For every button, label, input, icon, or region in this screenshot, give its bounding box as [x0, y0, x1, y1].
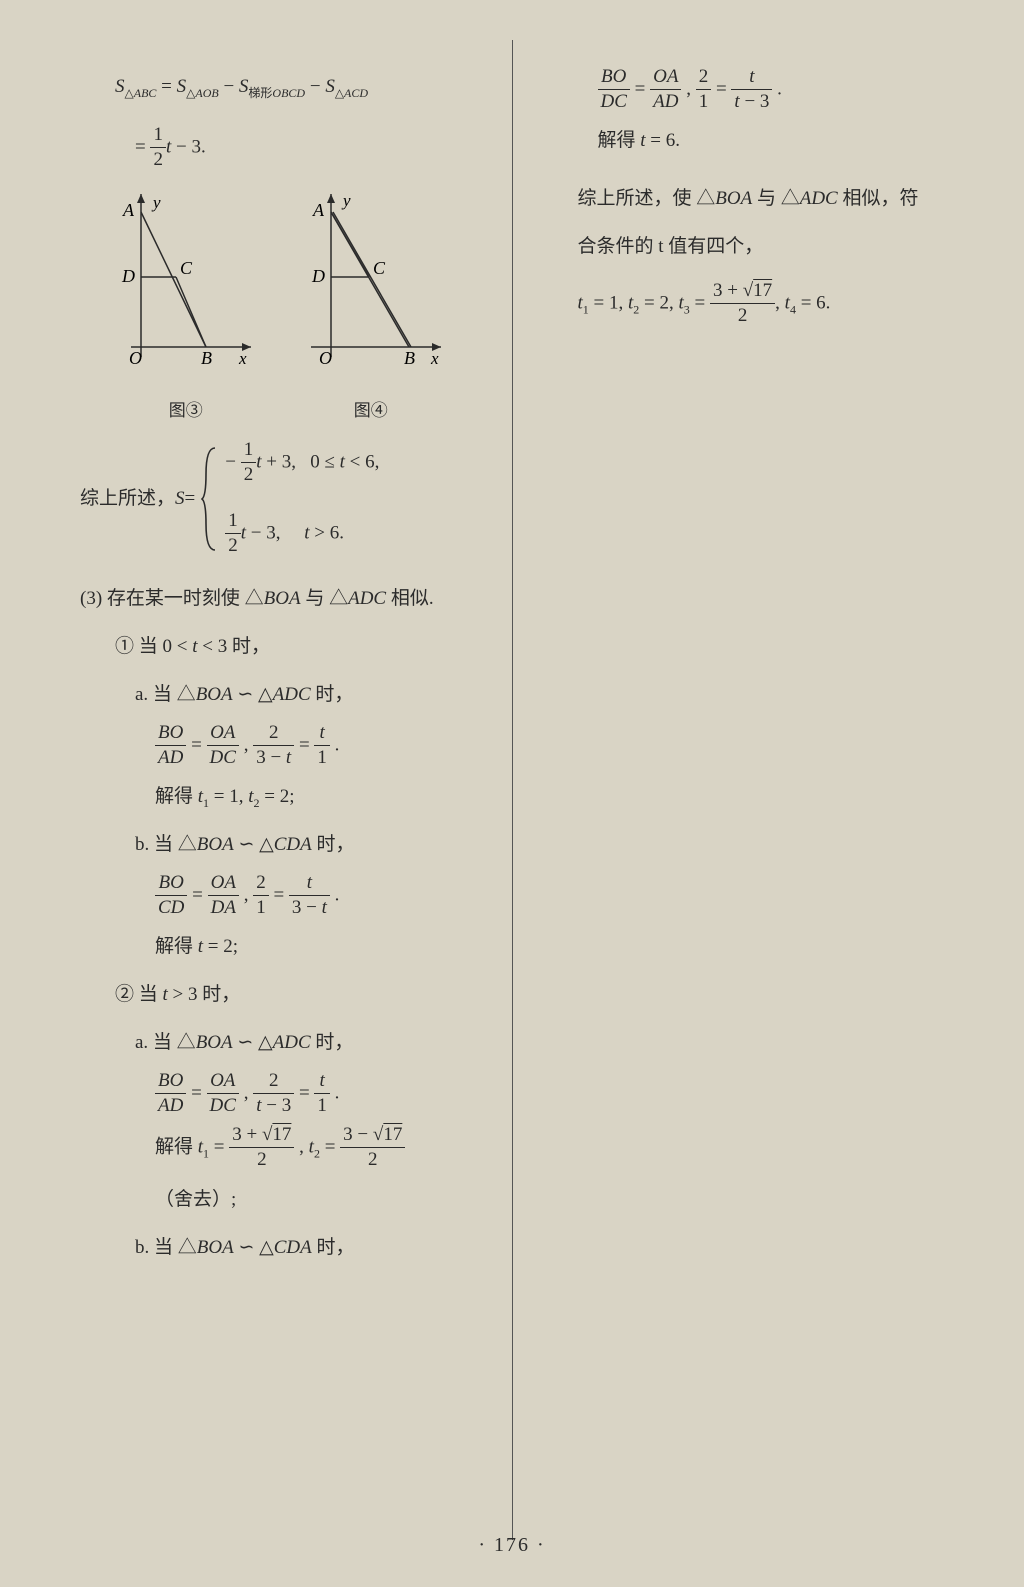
figure-3-svg: A y D C O B x [111, 182, 261, 372]
svg-text:y: y [341, 191, 351, 210]
case2a-head: a. 当 △BOA ∽ △ADC 时， [80, 1022, 482, 1064]
svg-text:x: x [238, 349, 247, 368]
case1b-head: b. 当 △BOA ∽ △CDA 时， [80, 824, 482, 866]
figure-4: A y D C O B x 图④ [291, 182, 451, 429]
case-circ1: ① 当 0 < t < 3 时， [80, 626, 482, 668]
figure-3: A y D C O B x 图③ [111, 182, 261, 429]
svg-text:D: D [121, 266, 135, 286]
figure-3-label: 图③ [111, 392, 261, 429]
svg-text:O: O [129, 348, 142, 368]
svg-text:B: B [201, 348, 212, 368]
svg-text:A: A [122, 200, 135, 220]
case1b-solve: 解得 t = 2; [80, 926, 482, 968]
part3: (3) 存在某一时刻使 △BOA 与 △ADC 相似. [80, 578, 482, 620]
svg-text:A: A [312, 200, 325, 220]
page-number: · 176 · [0, 1534, 1024, 1557]
right-column: BODC = OAAD , 21 = tt − 3 . 解得 t = 6. 综上… [513, 40, 975, 1540]
eq-area: S△ABC = S△AOB − S梯形OBCD − S△ACD [80, 66, 482, 108]
case-1: − 12t + 3, 0 ≤ t < 6, [225, 439, 379, 487]
case1a-solve: 解得 t1 = 1, t2 = 2; [80, 776, 482, 818]
case1a-head: a. 当 △BOA ∽ △ADC 时， [80, 674, 482, 716]
conclusion-1: 综上所述，使 △BOA 与 △ADC 相似，符 [543, 178, 945, 220]
cases: − 12t + 3, 0 ≤ t < 6, 12t − 3, t > 6. [225, 439, 379, 558]
summary-prefix: 综上所述， [80, 478, 175, 520]
left-column: S△ABC = S△AOB − S梯形OBCD − S△ACD = 12t − … [50, 40, 513, 1540]
right-solve: 解得 t = 6. [543, 120, 945, 162]
svg-text:x: x [430, 349, 439, 368]
case-circ2: ② 当 t > 3 时， [80, 974, 482, 1016]
svg-text:B: B [404, 348, 415, 368]
case-2: 12t − 3, t > 6. [225, 510, 379, 558]
case2a-discard: （舍去）; [80, 1179, 482, 1221]
figure-4-label: 图④ [291, 392, 451, 429]
piecewise: 综上所述， S = − 12t + 3, 0 ≤ t < 6, 12t − 3,… [80, 439, 482, 558]
eq-area-value: = 12t − 3. [80, 124, 482, 172]
case1a-eq: BOAD = OADC , 23 − t = t1 . [80, 722, 482, 770]
page: S△ABC = S△AOB − S梯形OBCD − S△ACD = 12t − … [50, 40, 974, 1540]
conclusion-2: 合条件的 t 值有四个， [543, 226, 945, 268]
svg-text:C: C [373, 258, 386, 278]
figure-4-svg: A y D C O B x [291, 182, 451, 372]
case1b-eq: BOCD = OADA , 21 = t3 − t . [80, 872, 482, 920]
case2a-solve: 解得 t1 = 3 + √172 , t2 = 3 − √172 [80, 1124, 482, 1172]
svg-text:C: C [180, 258, 193, 278]
figures: A y D C O B x 图③ [80, 182, 482, 429]
svg-text:D: D [311, 266, 325, 286]
svg-text:O: O [319, 348, 332, 368]
right-eq: BODC = OAAD , 21 = tt − 3 . [543, 66, 945, 114]
case2b-head: b. 当 △BOA ∽ △CDA 时， [80, 1227, 482, 1269]
answer: t1 = 1, t2 = 2, t3 = 3 + √172, t4 = 6. [543, 280, 945, 328]
svg-text:y: y [151, 193, 161, 212]
brace-icon [201, 444, 219, 554]
case2a-eq: BOAD = OADC , 2t − 3 = t1 . [80, 1070, 482, 1118]
